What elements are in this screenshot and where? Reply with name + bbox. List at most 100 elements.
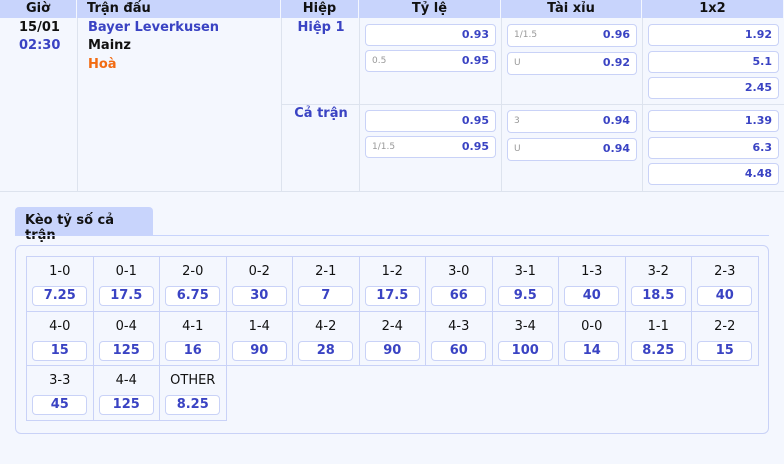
period-label: Cả trận (294, 106, 348, 121)
header-handicap: Tỷ lệ (359, 0, 501, 18)
score-label: 1-0 (49, 264, 71, 279)
score-odds-button[interactable]: 15 (697, 340, 753, 361)
1x2-odds: 4.48 (744, 167, 772, 180)
score-label: 0-4 (115, 318, 137, 334)
score-label: 0-2 (248, 264, 270, 279)
score-cell: 2-0 6.75 (159, 256, 227, 312)
score-cell: 2-4 90 (358, 310, 426, 366)
score-cell: 1-0 7.25 (26, 256, 94, 312)
overunder-odds-button[interactable]: 1/1.5 0.96 (507, 24, 637, 47)
score-odds-button[interactable]: 7 (298, 286, 354, 306)
row-divider (281, 104, 784, 105)
1x2-odds-button[interactable]: 4.48 (648, 163, 779, 185)
score-cell: 3-0 66 (425, 256, 493, 312)
handicap-odds: 0.95 (461, 114, 489, 127)
match-time: 02:30 (19, 38, 61, 53)
header-overunder: Tài xỉu (501, 0, 642, 18)
overunder-line: 1/1.5 (514, 30, 538, 40)
score-odds-button[interactable]: 17.5 (364, 286, 420, 306)
score-odds-button[interactable]: 16 (165, 340, 221, 361)
score-odds-button[interactable]: 45 (32, 395, 88, 415)
score-odds-button[interactable]: 18.5 (630, 286, 686, 306)
handicap-line: 0.5 (372, 56, 387, 66)
1x2-odds-button[interactable]: 1.92 (648, 24, 779, 46)
score-odds-button[interactable]: 9.5 (497, 286, 553, 306)
score-label: 1-2 (381, 264, 403, 279)
score-cell: 3-1 9.5 (491, 256, 559, 312)
1x2-odds-button[interactable]: 1.39 (648, 110, 779, 132)
score-odds-button[interactable]: 66 (431, 286, 487, 306)
overunder-odds-button[interactable]: 3 0.94 (507, 110, 637, 133)
score-label: 3-3 (49, 373, 71, 388)
score-cell: 0-0 14 (558, 310, 626, 366)
score-odds-button[interactable]: 40 (564, 286, 620, 306)
score-odds-button[interactable]: 125 (98, 395, 154, 415)
score-cell: 2-1 7 (292, 256, 360, 312)
overunder-odds-button[interactable]: U 0.94 (507, 138, 637, 161)
score-odds-button[interactable]: 90 (231, 340, 287, 361)
tab-underline (15, 235, 769, 236)
handicap-line: 1/1.5 (372, 142, 396, 152)
score-odds-button[interactable]: 17.5 (98, 286, 154, 306)
score-label: 3-0 (448, 264, 470, 279)
score-label: 4-2 (315, 318, 337, 334)
overunder-line: U (514, 58, 521, 68)
handicap-odds-button[interactable]: 0.95 (365, 110, 496, 132)
score-cell: 4-4 125 (92, 365, 160, 421)
handicap-odds-button[interactable]: 0.93 (365, 24, 496, 46)
score-odds-button[interactable]: 28 (298, 340, 354, 361)
score-label: OTHER (170, 373, 216, 388)
score-odds-button[interactable]: 100 (497, 340, 553, 361)
1x2-odds: 6.3 (752, 140, 773, 154)
score-label: 2-3 (714, 264, 736, 279)
score-label: 4-1 (182, 318, 204, 334)
score-label: 1-4 (248, 318, 270, 334)
score-label: 4-3 (448, 318, 470, 334)
score-label: 2-1 (315, 264, 337, 279)
score-label: 1-1 (647, 318, 669, 334)
score-odds-button[interactable]: 60 (431, 340, 487, 361)
1x2-odds-button[interactable]: 5.1 (648, 50, 779, 73)
score-cell: 0-2 30 (225, 256, 293, 312)
score-cell: 2-3 40 (691, 256, 759, 312)
1x2-odds: 2.45 (744, 81, 772, 94)
score-label: 3-2 (647, 264, 669, 279)
away-team: Mainz (88, 38, 131, 53)
score-cell: 4-2 28 (292, 310, 360, 366)
1x2-odds-button[interactable]: 6.3 (648, 136, 779, 159)
score-label: 2-4 (381, 318, 403, 334)
score-odds-button[interactable]: 15 (32, 340, 88, 361)
score-cell: 0-1 17.5 (92, 256, 160, 312)
score-cell: 4-1 16 (159, 310, 227, 366)
1x2-odds: 1.39 (744, 114, 772, 127)
score-label: 4-4 (115, 373, 137, 388)
score-odds-button[interactable]: 7.25 (32, 286, 88, 306)
score-odds-button[interactable]: 8.25 (165, 395, 221, 415)
score-odds-button[interactable]: 90 (364, 340, 420, 361)
score-odds-button[interactable]: 30 (231, 286, 287, 306)
header-1x2: 1x2 (642, 0, 784, 18)
score-label: 3-4 (514, 318, 536, 334)
score-label: 2-2 (714, 318, 736, 334)
correct-score-panel (15, 245, 769, 434)
score-label: 2-0 (182, 264, 204, 279)
overunder-odds: 0.96 (602, 28, 630, 41)
score-odds-button[interactable]: 14 (564, 340, 620, 361)
handicap-odds-button[interactable]: 1/1.5 0.95 (365, 136, 496, 158)
1x2-odds-button[interactable]: 2.45 (648, 77, 779, 99)
score-cell: OTHER 8.25 (159, 365, 227, 421)
score-odds-button[interactable]: 40 (697, 286, 753, 306)
score-cell: 1-4 90 (225, 310, 293, 366)
score-odds-button[interactable]: 6.75 (165, 286, 221, 306)
match-date: 15/01 (19, 20, 60, 35)
score-odds-button[interactable]: 8.25 (630, 340, 686, 361)
handicap-odds: 0.93 (461, 28, 489, 41)
tab-correct-score[interactable]: Kèo tỷ số cả trận (15, 207, 153, 243)
table-header: Giờ Trận đấu Hiệp Tỷ lệ Tài xỉu 1x2 (0, 0, 784, 18)
score-label: 4-0 (49, 318, 71, 334)
score-cell: 1-3 40 (558, 256, 626, 312)
handicap-odds-button[interactable]: 0.5 0.95 (365, 50, 496, 72)
score-label: 1-3 (581, 264, 603, 279)
score-odds-button[interactable]: 125 (98, 340, 154, 361)
overunder-odds-button[interactable]: U 0.92 (507, 52, 637, 75)
